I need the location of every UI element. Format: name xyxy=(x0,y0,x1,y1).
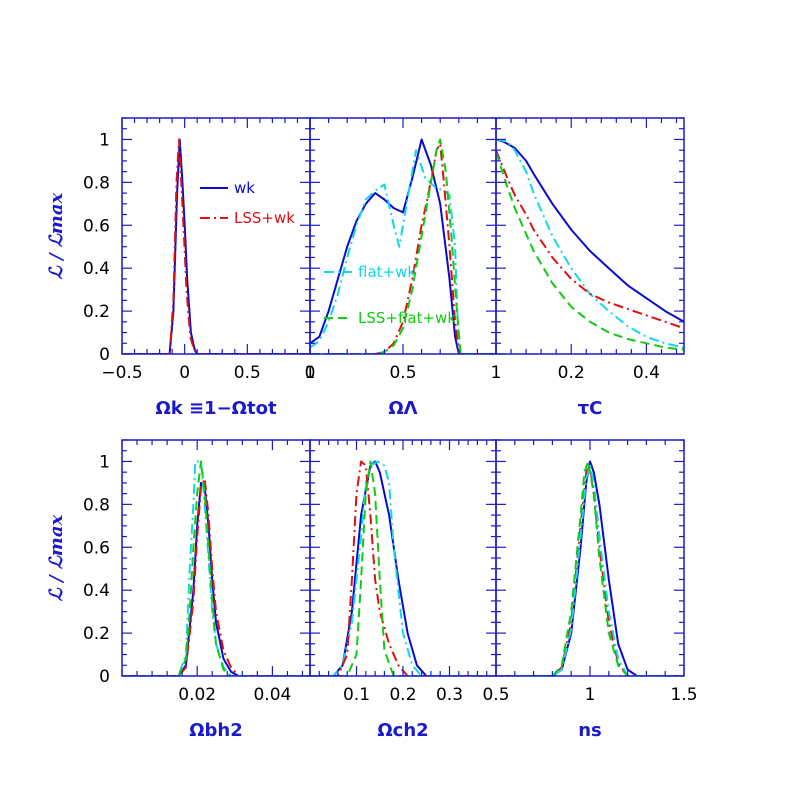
panel-tau_c: 0.2 0.4 τC xyxy=(495,117,685,419)
x-tick-label: 0.2 xyxy=(389,685,416,705)
series-wk-line xyxy=(122,138,310,354)
series-flat_wk-line xyxy=(310,460,496,676)
series-lss_wk-line xyxy=(310,460,496,676)
y-tick-label: 0.4 xyxy=(83,259,110,279)
legend-label-wk: wk xyxy=(234,179,255,197)
y-tick-label: 0 xyxy=(99,667,110,687)
series-lss_wk-line xyxy=(122,477,310,676)
x-axis-label: Ωk ≡1−Ωtot xyxy=(155,398,277,419)
series-wk-line xyxy=(496,460,684,676)
y-tick-label: 0.6 xyxy=(83,538,110,558)
y-tick-label: 0.2 xyxy=(83,624,110,644)
y-tick-label: 0.8 xyxy=(83,173,110,193)
x-tick-label: 0.5 xyxy=(482,685,509,705)
series-flat_wk-line xyxy=(496,138,684,349)
panel-frame xyxy=(495,439,685,677)
legend-label-lss_flat_wk: LSS+flat+wk xyxy=(358,309,456,327)
y-tick-label: 0 xyxy=(99,345,110,365)
x-tick-label: 0.4 xyxy=(633,363,660,383)
series-lss_wk-line xyxy=(496,464,684,676)
x-tick-label: 0.2 xyxy=(558,363,585,383)
panel-n_s: 0.5 1 1.5 ns xyxy=(482,439,698,741)
x-tick-label: 1 xyxy=(585,685,596,705)
y-tick-label: 0.4 xyxy=(83,581,110,601)
series-lss_flat_wk-line xyxy=(496,151,684,351)
series-lss_flat_wk-line xyxy=(122,460,310,676)
x-tick-label: 1 xyxy=(491,363,502,383)
y-tick-label: 0.8 xyxy=(83,495,110,515)
y-axis-label: ℒ / ℒmax xyxy=(46,514,67,601)
panel-omega_lambda: 0 0.5 1 ΩΛ flat+wk LSS+flat+wk xyxy=(305,117,502,419)
panel-frame xyxy=(121,117,311,355)
x-axis-label: ΩΛ xyxy=(388,398,417,419)
x-axis-label: τC xyxy=(578,398,603,419)
x-axis-label: Ωch2 xyxy=(377,720,428,741)
x-tick-label: 0.5 xyxy=(389,363,416,383)
x-tick-label: 1.5 xyxy=(670,685,697,705)
x-tick-label: 0 xyxy=(179,363,190,383)
series-lss_wk-line xyxy=(496,149,684,330)
series-lss_flat_wk-line xyxy=(310,460,496,676)
y-tick-label: 0.2 xyxy=(83,302,110,322)
series-wk-line xyxy=(496,138,684,323)
series-wk-line xyxy=(310,138,496,354)
x-axis-label: ns xyxy=(578,720,602,741)
x-tick-label: 0.3 xyxy=(436,685,463,705)
series-wk-line xyxy=(310,460,496,676)
series-lss_wk-line xyxy=(122,138,310,354)
y-tick-label: 1 xyxy=(99,452,110,472)
legend-label-lss_wk: LSS+wk xyxy=(234,209,295,227)
x-tick-label: −0.5 xyxy=(101,363,142,383)
series-lss_flat_wk-line xyxy=(496,460,684,676)
y-tick-label: 1 xyxy=(99,130,110,150)
x-axis-label: Ωbh2 xyxy=(189,720,243,741)
legend-label-flat_wk: flat+wk xyxy=(358,263,416,281)
series-lss_wk-line xyxy=(310,142,496,354)
panel-omega_c_h2: 0.1 0.2 0.3 Ωch2 xyxy=(309,439,497,741)
y-tick-label: 0.6 xyxy=(83,216,110,236)
panel-frame xyxy=(309,439,497,677)
x-tick-label: 0.02 xyxy=(178,685,216,705)
x-tick-label: 0.5 xyxy=(234,363,261,383)
x-tick-label: 0.04 xyxy=(253,685,291,705)
x-tick-label: 0.1 xyxy=(343,685,370,705)
series-flat_wk-line xyxy=(496,464,684,676)
x-tick-label: 0 xyxy=(305,363,316,383)
panel-omega_b_h2: 0.02 0.04 0 0.2 0.4 0.6 0.8 1 Ωbh2 ℒ / ℒmax xyxy=(46,439,311,741)
x-tick-label: 1 xyxy=(305,363,316,383)
y-axis-label: ℒ / ℒmax xyxy=(46,192,67,279)
